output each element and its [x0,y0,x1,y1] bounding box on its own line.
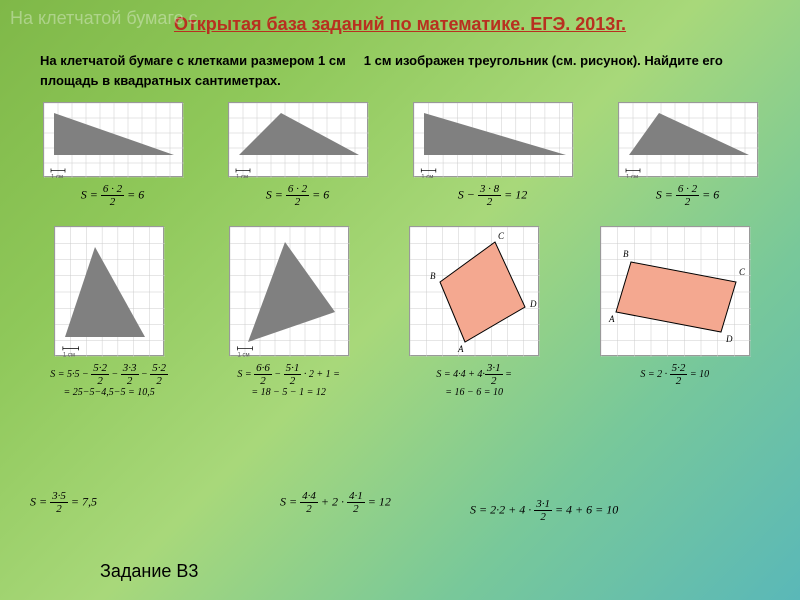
task-label: Задание В3 [100,561,198,582]
grid-figure: 1 см [413,102,573,177]
svg-text:1 см: 1 см [63,353,75,358]
formula: S = 6 · 22 = 6 [266,183,329,208]
formula: S = 2 · 5·22 = 10 [640,362,709,387]
figure-cell: 1 см S = 6 · 22 = 6 [618,102,758,208]
grid-figure: 1 см [228,102,368,177]
formula: S = 5·5 − 5·22 − 3·32 − 5·22= 25−5−4,5−5… [50,362,168,398]
ghost-text: На клетчатой бумаге с [10,8,198,29]
formula: S − 3 · 82 = 12 [458,183,527,208]
grid-figure: B C D A [409,226,539,356]
svg-text:A: A [608,314,615,324]
svg-text:B: B [623,249,629,259]
svg-text:C: C [739,267,746,277]
grid-figure: 1 см [54,226,164,356]
figure-cell: 1 см S = 6 · 22 = 6 [43,102,183,208]
figure-row-2: 1 см S = 5·5 − 5·22 − 3·32 − 5·22= 25−5−… [0,226,800,398]
grid-figure: 1 см [618,102,758,177]
figure-cell: B C D A S = 4·4 + 4·3·12 == 16 − 6 = 10 [409,226,539,398]
figure-row-1: 1 см S = 6 · 22 = 6 1 см S = 6 · 22 = 6 … [0,102,800,208]
grid-figure: 1 см [229,226,349,356]
figure-cell: 1 см S − 3 · 82 = 12 [413,102,573,208]
formula: S = 6·62 − 5·12 · 2 + 1 == 18 − 5 − 1 = … [237,362,340,398]
svg-text:1 см: 1 см [626,175,638,179]
grid-figure: A B C D [600,226,750,356]
figure-cell: A B C D S = 2 · 5·22 = 10 [600,226,750,387]
svg-text:A: A [457,344,464,354]
svg-text:1 см: 1 см [421,175,433,179]
svg-text:1 см: 1 см [51,175,63,179]
formula: S = 2·2 + 4 · 3·12 = 4 + 6 = 10 [470,498,618,523]
grid-figure: 1 см [43,102,183,177]
svg-text:D: D [725,334,733,344]
figure-cell: 1 см S = 5·5 − 5·22 − 3·32 − 5·22= 25−5−… [50,226,168,398]
svg-text:1 см: 1 см [236,175,248,179]
svg-text:1 см: 1 см [237,353,249,358]
svg-text:B: B [430,271,436,281]
figure-cell: 1 см S = 6·62 − 5·12 · 2 + 1 == 18 − 5 −… [229,226,349,398]
formula: S = 6 · 22 = 6 [656,183,719,208]
formula: S = 4·4 + 4·3·12 == 16 − 6 = 10 [436,362,512,398]
figure-cell: 1 см S = 6 · 22 = 6 [228,102,368,208]
svg-text:C: C [498,231,505,241]
formula: S = 3·52 = 7,5 [30,490,97,515]
formula: S = 4·42 + 2 · 4·12 = 12 [280,490,391,515]
svg-text:D: D [529,299,537,309]
problem-text: На клетчатой бумаге с клетками размером … [0,35,800,98]
formula: S = 6 · 22 = 6 [81,183,144,208]
